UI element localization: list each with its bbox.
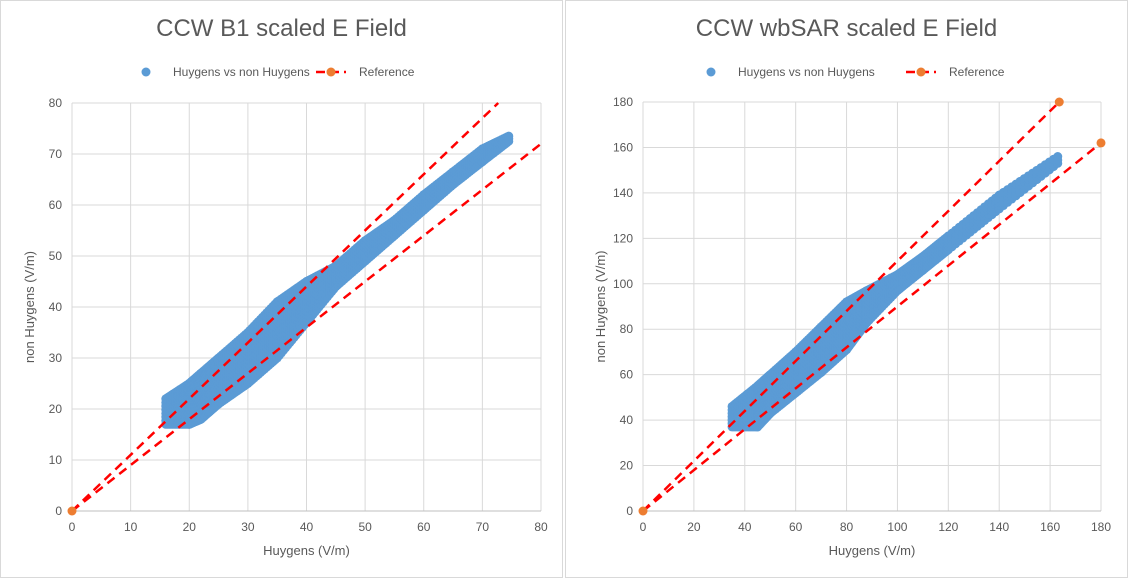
- reference-line: [642, 141, 1102, 512]
- y-tick-label: 40: [620, 413, 634, 427]
- y-tick-label: 120: [613, 231, 633, 245]
- x-tick-label: 30: [241, 520, 255, 534]
- reference-line: [71, 102, 500, 512]
- x-tick-label: 100: [887, 520, 907, 534]
- x-tick-label: 180: [1091, 520, 1111, 534]
- x-tick-label: 140: [989, 520, 1009, 534]
- scatter-point: [504, 131, 514, 141]
- y-axis-label: non Huygens (V/m): [593, 251, 608, 363]
- legend-label: Reference: [359, 65, 415, 79]
- x-tick-label: 40: [300, 520, 314, 534]
- x-axis-label: Huygens (V/m): [263, 543, 350, 558]
- reference-marker: [1054, 97, 1064, 107]
- chart-wbsar: 0 20 40 60 80 100 120 140 160 180 0 20 40 60 80 100 120 1…: [593, 65, 1111, 558]
- reference-marker: [638, 506, 648, 516]
- y-tick-label: 0: [626, 504, 633, 518]
- y-tick-label: 180: [613, 95, 633, 109]
- y-tick-label: 60: [49, 198, 63, 212]
- y-tick-label: 50: [49, 249, 63, 263]
- legend-label: Huygens vs non Huygens: [738, 65, 875, 79]
- legend-label: Reference: [949, 65, 1005, 79]
- y-tick-label: 30: [49, 351, 63, 365]
- legend-marker-scatter: [141, 67, 151, 77]
- y-tick-label: 140: [613, 186, 633, 200]
- y-tick-label: 10: [49, 453, 63, 467]
- chart-title: CCW wbSAR scaled E Field: [695, 15, 998, 42]
- y-tick-label: 0: [55, 504, 62, 518]
- x-tick-label: 0: [69, 520, 76, 534]
- reference-marker: [1096, 138, 1106, 148]
- x-tick-label: 60: [789, 520, 803, 534]
- x-tick-label: 40: [738, 520, 752, 534]
- y-tick-label: 80: [49, 96, 63, 110]
- y-axis-label: non Huygens (V/m): [22, 251, 37, 363]
- chart-title: CCW B1 scaled E Field: [156, 15, 407, 42]
- legend-marker-scatter: [706, 67, 716, 77]
- y-tick-label: 20: [620, 459, 634, 473]
- x-tick-label: 80: [534, 520, 548, 534]
- y-tick-label: 60: [620, 368, 634, 382]
- y-tick-label: 80: [620, 322, 634, 336]
- x-tick-label: 120: [938, 520, 958, 534]
- y-tick-label: 20: [49, 402, 63, 416]
- reference-line: [642, 101, 1061, 512]
- x-tick-label: 70: [476, 520, 490, 534]
- legend-marker-reference: [916, 67, 926, 77]
- x-tick-label: 60: [417, 520, 431, 534]
- x-tick-label: 20: [687, 520, 701, 534]
- y-tick-label: 100: [613, 277, 633, 291]
- x-tick-label: 10: [124, 520, 138, 534]
- y-tick-label: 70: [49, 147, 63, 161]
- y-tick-label: 40: [49, 300, 63, 314]
- x-tick-label: 0: [640, 520, 647, 534]
- chart-b1: 0 10 20 30 40 50 60 70 80 0 10 20 30 40 50 60 70 80 Huygen…: [22, 65, 548, 558]
- x-tick-label: 160: [1040, 520, 1060, 534]
- x-axis-label: Huygens (V/m): [829, 543, 916, 558]
- legend-label: Huygens vs non Huygens: [173, 65, 310, 79]
- x-tick-label: 50: [358, 520, 372, 534]
- chart-panel-b1: 0 10 20 30 40 50 60 70 80 0 10 20 30 40 50 60 70 80 Huygen…: [0, 0, 563, 578]
- chart-panel-wbsar: 0 20 40 60 80 100 120 140 160 180 0 20 40 60 80 100 120 1…: [565, 0, 1128, 578]
- reference-marker: [67, 506, 77, 516]
- x-tick-label: 20: [183, 520, 197, 534]
- scatter-point: [1053, 152, 1063, 162]
- x-tick-label: 80: [840, 520, 854, 534]
- y-tick-label: 160: [613, 140, 633, 154]
- reference-line: [71, 142, 542, 512]
- legend-marker-reference: [326, 67, 336, 77]
